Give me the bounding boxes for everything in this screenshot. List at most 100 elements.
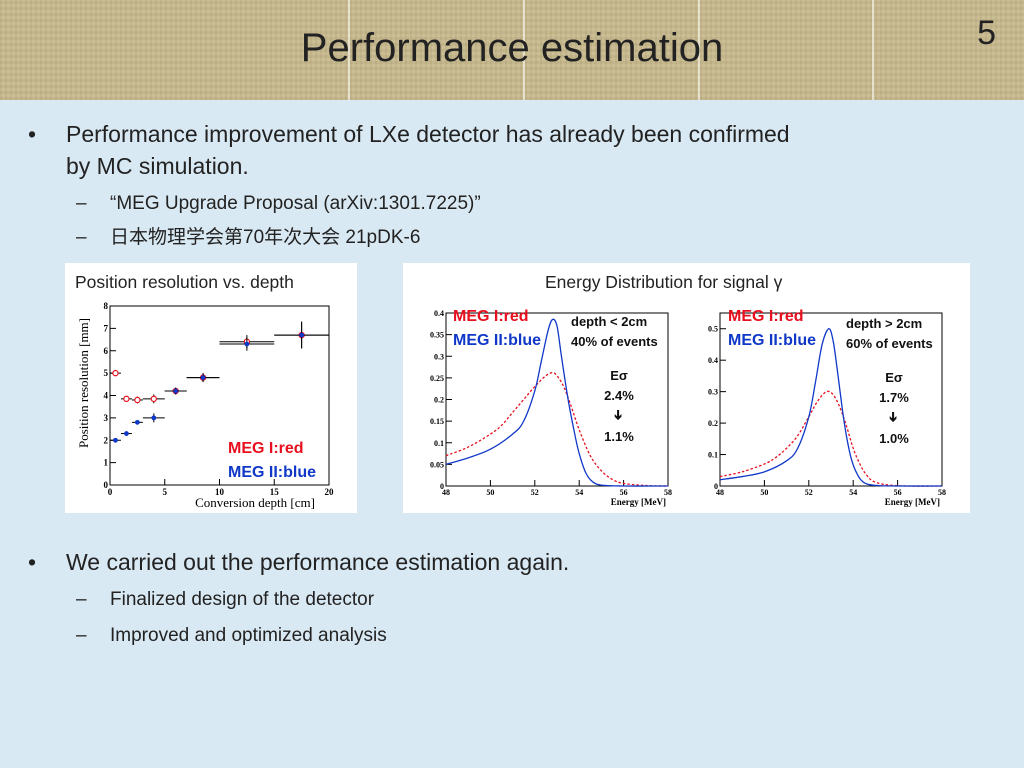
meg2-data-point	[299, 332, 305, 338]
meg1-data-point	[150, 395, 157, 403]
legend-meg2: MEG II:blue	[728, 332, 816, 349]
meg2-data-point	[200, 375, 206, 380]
banner-seam	[523, 0, 525, 100]
meg2-data-point	[244, 341, 250, 347]
sub-bullet-text: 日本物理学会第70年次大会 21pDK-6	[110, 227, 421, 248]
meg1-data-point	[112, 369, 119, 377]
x-tick-label: 10	[215, 487, 225, 497]
x-tick-label: 54	[575, 488, 583, 497]
x-tick-label: 56	[620, 488, 628, 497]
sub-bullet-item: – Improved and optimized analysis	[76, 623, 387, 649]
y-axis-label: Position resolution [mm]	[76, 318, 91, 448]
y-tick-label: 4	[104, 391, 109, 401]
sub-bullet-item: – “MEG Upgrade Proposal (arXiv:1301.7225…	[76, 191, 481, 217]
x-axis-label: Energy [MeV]	[885, 497, 940, 507]
meg2-data-point	[151, 415, 157, 421]
x-tick-label: 56	[894, 488, 902, 497]
e-sigma-label: Eσ	[885, 370, 903, 385]
bullet-text-line: We carried out the performance estimatio…	[66, 549, 570, 575]
y-tick-label: 0.05	[430, 460, 444, 469]
y-tick-label: 0	[440, 482, 444, 491]
legend-meg2: MEG II:blue	[228, 464, 316, 481]
plot-frame	[109, 305, 330, 486]
y-tick-label: 0.35	[430, 331, 444, 340]
x-tick-label: 48	[442, 488, 450, 497]
sub-bullet-text: “MEG Upgrade Proposal (arXiv:1301.7225)”	[110, 193, 481, 214]
legend-meg1: MEG I:red	[728, 308, 804, 325]
energy-distribution-panel: Energy Distribution for signal γ 48 50 52 5…	[403, 263, 970, 513]
meg2-curve	[719, 328, 943, 487]
meg1-resolution-value: 1.7%	[879, 390, 909, 405]
meg2-data-point	[173, 388, 179, 394]
bullet-dot-icon: •	[28, 121, 37, 147]
x-tick-label: 50	[486, 488, 494, 497]
chart-title: Energy Distribution for signal γ	[545, 272, 783, 292]
y-tick-label: 6	[104, 346, 109, 356]
sub-bullet-text: Improved and optimized analysis	[110, 625, 387, 646]
meg1-curve	[719, 390, 943, 487]
energy-distribution-charts: 48 50 52 54 56 58 0 0.05 0.1 0.15 0.2 0.25 0.3 0.35 0.…	[430, 308, 946, 507]
chart-title: Position resolution vs. depth	[75, 272, 294, 292]
meg2-curve	[445, 318, 669, 487]
x-tick-label: 52	[531, 488, 539, 497]
y-tick-label: 0.2	[708, 419, 718, 428]
meg1-curve	[445, 372, 669, 487]
y-tick-label: 0	[104, 480, 109, 490]
sub-bullet-text: Finalized design of the detector	[110, 589, 375, 610]
bullet-dot-icon: •	[28, 549, 37, 575]
y-tick-label: 8	[104, 301, 109, 311]
x-tick-label: 52	[805, 488, 813, 497]
legend-meg1: MEG I:red	[453, 308, 529, 325]
x-axis-label: Conversion depth [cm]	[195, 495, 315, 510]
x-tick-label: 20	[325, 487, 335, 497]
x-tick-label: 54	[849, 488, 857, 497]
y-tick-label: 0.1	[708, 451, 718, 460]
y-tick-label: 0.3	[434, 352, 444, 361]
x-tick-label: 15	[270, 487, 280, 497]
y-tick-label: 0	[714, 482, 718, 491]
y-tick-label: 0.1	[434, 439, 444, 448]
x-tick-label: 58	[664, 488, 672, 497]
meg1-data-point	[134, 396, 141, 404]
depth-annotation: depth > 2cm	[846, 316, 922, 331]
meg2-data-point	[134, 419, 140, 425]
y-tick-label: 2	[104, 435, 109, 445]
down-arrow-icon: ➔	[611, 410, 626, 421]
plot-frame	[719, 312, 943, 487]
x-tick-label: 50	[760, 488, 768, 497]
y-tick-label: 0.15	[430, 417, 444, 426]
meg2-resolution-value: 1.0%	[879, 431, 909, 446]
header-banner: Performance estimation 5	[0, 0, 1024, 100]
events-annotation: 40% of events	[571, 334, 658, 349]
x-tick-label: 48	[716, 488, 724, 497]
y-tick-label: 1	[104, 458, 109, 468]
y-tick-label: 5	[104, 368, 109, 378]
dash-icon: –	[76, 193, 87, 214]
depth-annotation: depth < 2cm	[571, 314, 647, 329]
y-tick-label: 0.25	[430, 374, 444, 383]
y-tick-label: 0.4	[708, 356, 718, 365]
meg1-resolution-value: 2.4%	[604, 388, 634, 403]
y-tick-label: 0.4	[434, 309, 444, 318]
down-arrow-icon: ➔	[886, 412, 901, 423]
meg2-data-point	[113, 437, 118, 443]
banner-seam	[698, 0, 700, 100]
dash-icon: –	[76, 625, 87, 646]
bullet-text-line: by MC simulation.	[66, 153, 249, 179]
y-tick-label: 3	[104, 413, 109, 423]
banner-seam	[872, 0, 874, 100]
y-tick-label: 0.2	[434, 396, 444, 405]
meg2-resolution-value: 1.1%	[604, 429, 634, 444]
x-tick-label: 5	[163, 487, 168, 497]
bullet-text-line: Performance improvement of LXe detector …	[66, 121, 790, 147]
x-axis-label: Energy [MeV]	[611, 497, 666, 507]
dash-icon: –	[76, 589, 87, 610]
e-sigma-label: Eσ	[610, 368, 628, 383]
meg1-data-point	[123, 395, 130, 403]
bullet-item: • Performance improvement of LXe detecto…	[28, 118, 966, 182]
sub-bullet-item: – 日本物理学会第70年次大会 21pDK-6	[76, 225, 421, 251]
y-tick-label: 7	[104, 323, 109, 333]
events-annotation: 60% of events	[846, 336, 933, 351]
slide-number: 5	[977, 14, 996, 52]
position-resolution-chart: 0 5 10 15 20 0 1 2 3 4 5 6 7 8 Conversion depth [cm] Po…	[76, 301, 335, 510]
